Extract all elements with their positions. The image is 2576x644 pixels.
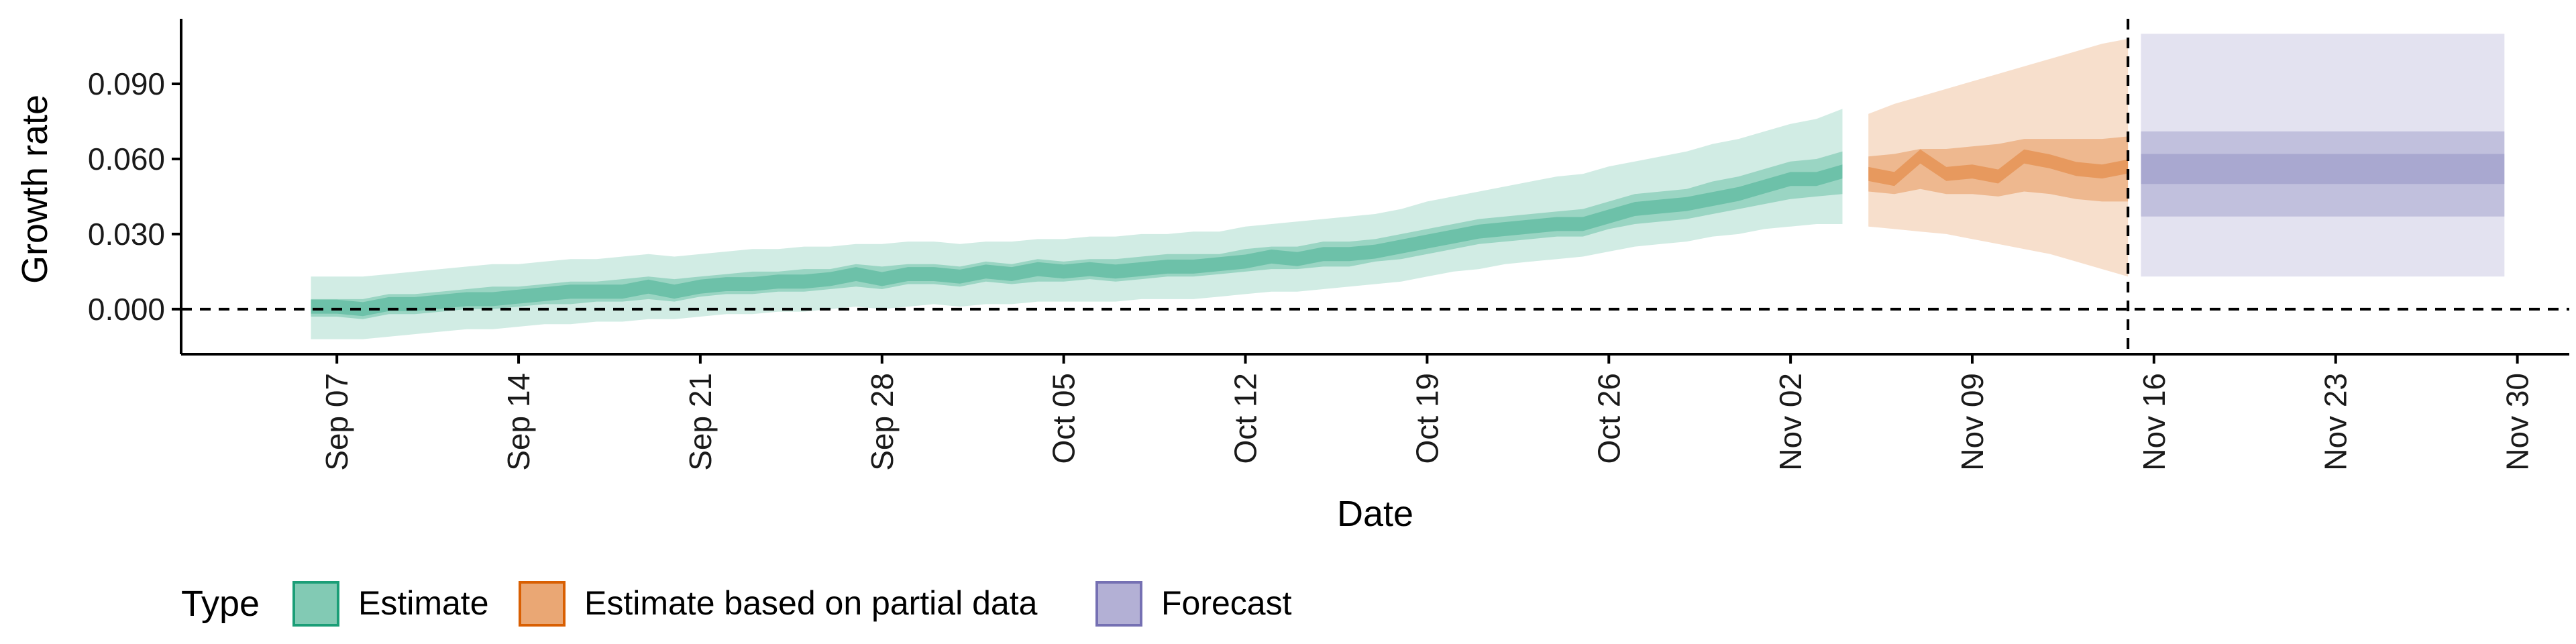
series-estimate-based-on-partial-data xyxy=(1868,38,2129,277)
x-tick-label: Sep 14 xyxy=(501,373,536,471)
x-axis-title: Date xyxy=(1337,494,1413,534)
x-tick-label: Sep 28 xyxy=(865,373,900,471)
x-tick-label: Nov 23 xyxy=(2318,373,2353,471)
legend-label: Estimate based on partial data xyxy=(584,584,1038,622)
x-tick-label: Oct 19 xyxy=(1409,373,1444,464)
forecast-band-90 xyxy=(2141,34,2505,277)
x-tick-label: Oct 26 xyxy=(1591,373,1626,464)
x-tick-label: Sep 07 xyxy=(319,373,354,471)
estimate-based-on-partial-data-band-50 xyxy=(1868,136,2129,202)
axes: 0.000 0.030 0.060 0.090 Sep 07 Sep 14 Sep 21 Se… xyxy=(88,19,2569,471)
x-tick-label: Nov 09 xyxy=(1955,373,1990,471)
y-tick-label: 0.030 xyxy=(88,217,165,252)
estimate-based-on-partial-data-band-median xyxy=(1868,149,2129,186)
x-tick-label: Nov 02 xyxy=(1773,373,1808,471)
y-tick-label: 0.060 xyxy=(88,142,165,176)
y-tick-label: 0.090 xyxy=(88,66,165,101)
forecast-band-50 xyxy=(2141,131,2505,217)
legend-label: Estimate xyxy=(358,584,489,622)
legend-item-estimate-based-on-partial-data: Estimate based on partial data xyxy=(519,581,1038,627)
estimate-band-90 xyxy=(311,109,1843,339)
x-tick-label: Oct 12 xyxy=(1228,373,1263,464)
legend-swatch xyxy=(292,581,339,627)
x-tick-label: Nov 30 xyxy=(2500,373,2535,471)
legend: Type Estimate Estimate based on partial d… xyxy=(181,581,1292,627)
legend-swatch xyxy=(519,581,566,627)
estimate-based-on-partial-data-band-90 xyxy=(1868,38,2129,277)
estimate-band-median xyxy=(311,164,1843,317)
y-tick-label: 0.000 xyxy=(88,292,165,327)
bands-layer xyxy=(311,34,2505,339)
legend-item-forecast: Forecast xyxy=(1095,581,1292,627)
legend-label: Forecast xyxy=(1161,584,1292,622)
x-tick-label: Nov 16 xyxy=(2137,373,2171,471)
x-tick-label: Oct 05 xyxy=(1046,373,1081,464)
legend-swatch xyxy=(1095,581,1142,627)
x-tick-label: Sep 21 xyxy=(683,373,718,471)
forecast-band-25 xyxy=(2141,154,2505,184)
series-estimate xyxy=(311,109,1843,339)
estimate-band-50 xyxy=(311,151,1843,319)
series-forecast xyxy=(2141,34,2505,277)
legend-title: Type xyxy=(181,584,260,624)
legend-item-estimate: Estimate xyxy=(292,581,489,627)
y-axis-title: Growth rate xyxy=(15,95,55,284)
reference-lines xyxy=(181,19,2569,354)
